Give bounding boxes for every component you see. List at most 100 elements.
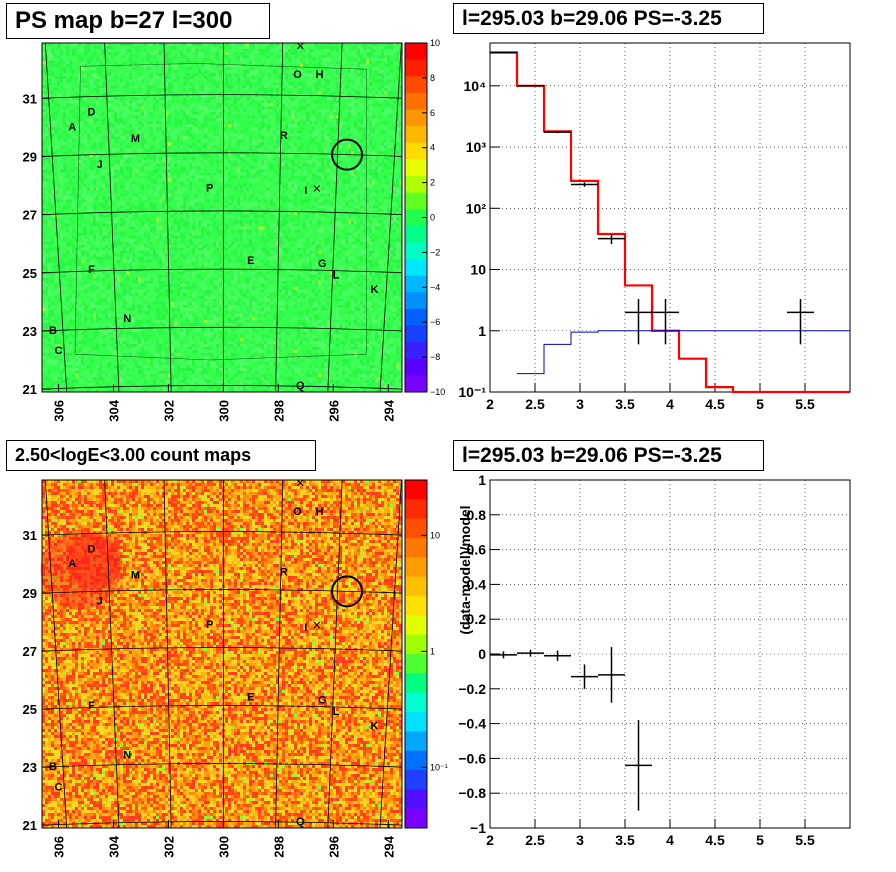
ps-source-label: C [55,345,63,357]
ps-x-tick-label: 300 [216,400,231,422]
residual-x-tick-label: 3.5 [615,832,635,848]
ps-source-label: P [206,182,213,194]
residual-y-tick-label: 0.6 [467,542,487,558]
count-x-tick-label: 304 [106,835,121,857]
residual-y-tick-label: 0.8 [467,507,487,523]
spectrum-x-tick-label: 3 [576,396,584,412]
ps-x-tick-label: 296 [326,400,341,422]
ps-source-label: F [88,264,95,276]
residual-y-tick-label: −0.8 [458,785,486,801]
count-latitude-line [41,705,403,710]
ps-colorbar: 10 8 6 4 2 0 −2 −4 −6 −8 −10 [404,38,445,397]
ps-colorbar-label: −6 [430,317,440,327]
count-coordinate-grid [41,479,403,829]
spectrum-data-point [490,51,517,54]
ps-y-tick-label: 31 [23,91,37,106]
count-source-label: A [68,558,76,570]
ps-longitude-line [379,42,402,393]
count-longitude-line [275,479,284,829]
ps-colorbar-label: 2 [430,178,435,188]
count-x-tick-label: 296 [326,836,341,858]
ps-source-label: J [97,159,103,171]
ps-map-exposure-outline [74,63,367,361]
spectrum-y-tick-label: 10⁻¹ [458,384,486,400]
ps-latitude-line [41,152,403,157]
count-x-tick-label: 306 [51,836,66,858]
residual-y-tick-label: −0.4 [458,716,486,732]
ps-source-label: N [123,313,131,325]
ps-y-tick-label: 29 [23,149,37,164]
ps-longitude-line [44,42,68,393]
count-colorbar: 10 1 10⁻¹ [404,479,448,829]
count-latitude-line [41,763,403,768]
ps-colorbar-label: 4 [430,143,435,153]
count-source-label: I [304,622,307,634]
ps-longitude-line [327,42,343,393]
spectrum-x-tick-label: 2.5 [525,396,545,412]
count-latitude-line [41,589,403,594]
ps-source-label: D [87,107,95,119]
count-latitude-line [41,531,403,536]
ps-longitude-line [104,42,120,393]
count-colorbar-label: 1 [430,646,435,656]
count-longitude-line [44,479,68,829]
count-y-tick-label: 23 [23,760,37,775]
ps-map-frame [41,42,403,393]
residual-chart: 2 2.5 3 3.5 4 4.5 5 5.5 −1 −0.8 −0.6 −0.4 −0.2 0 0.2 0.… [457,472,851,848]
spectrum-title: l=295.03 b=29.06 PS=-3.25 [453,3,764,34]
residual-grid [489,479,850,829]
count-source-label: N [123,749,131,761]
count-colorbar-label: 10 [430,530,440,540]
ps-y-tick-label: 25 [23,266,37,281]
residual-data-point [517,649,544,657]
residual-x-tick-label: 4 [666,832,674,848]
ps-latitude-line [41,210,403,215]
count-longitude-line [327,479,343,829]
count-y-tick-label: 29 [23,586,37,601]
spectrum-y-tick-label: 10⁴ [464,78,487,94]
ps-source-label: Q [296,380,305,392]
spectrum-x-tick-label: 5 [756,396,764,412]
spectrum-x-tick-label: 3.5 [615,396,635,412]
count-source-label: C [55,781,63,793]
ps-source-label: L [333,270,340,282]
count-map-bright-region [40,529,121,610]
spectrum-y-tick-label: 10³ [466,139,487,155]
residual-data-point [598,647,625,703]
ps-latitude-line [41,326,403,332]
count-source-label: K [371,720,379,732]
residual-y-tick-label: 0.4 [467,576,487,592]
ps-source-label: K [371,284,379,296]
residual-x-tick-label: 5.5 [795,832,815,848]
residual-y-tick-label: −1 [470,820,486,836]
residual-y-tick-label: −0.2 [458,681,486,697]
ps-colorbar-label: 8 [430,73,435,83]
count-x-tick-label: 298 [271,836,286,858]
residual-x-tick-label: 5 [756,832,764,848]
count-latitude-line [41,821,403,826]
count-y-tick-label: 25 [23,702,37,717]
ps-x-tick-label: 304 [106,399,121,421]
ps-y-tick-label: 23 [23,324,37,339]
ps-target-circle [331,138,364,171]
ps-source-label: I [304,185,307,197]
count-y-tick-label: 21 [23,818,37,833]
spectrum-x-tick-label: 2 [486,396,494,412]
ps-source-label: A [68,121,76,133]
spectrum-data-point [544,131,571,134]
residual-data-point [625,720,652,811]
residual-y-tick-label: 1 [478,472,486,488]
ps-source-label: G [318,258,327,270]
spectrum-y-tick-label: 10² [466,200,487,216]
count-longitude-line [104,479,120,829]
spectrum-y-tick-label: 10 [470,262,486,278]
count-source-label: B [49,761,57,773]
spectrum-model-line [490,51,850,394]
ps-source-label: M [131,133,140,145]
spectrum-data-point [652,299,679,345]
ps-coordinate-grid [41,42,403,393]
ps-x-tick-label: 298 [271,400,286,422]
residual-y-axis-label: (data-model)/model [457,505,473,634]
count-source-label: E [247,691,254,703]
